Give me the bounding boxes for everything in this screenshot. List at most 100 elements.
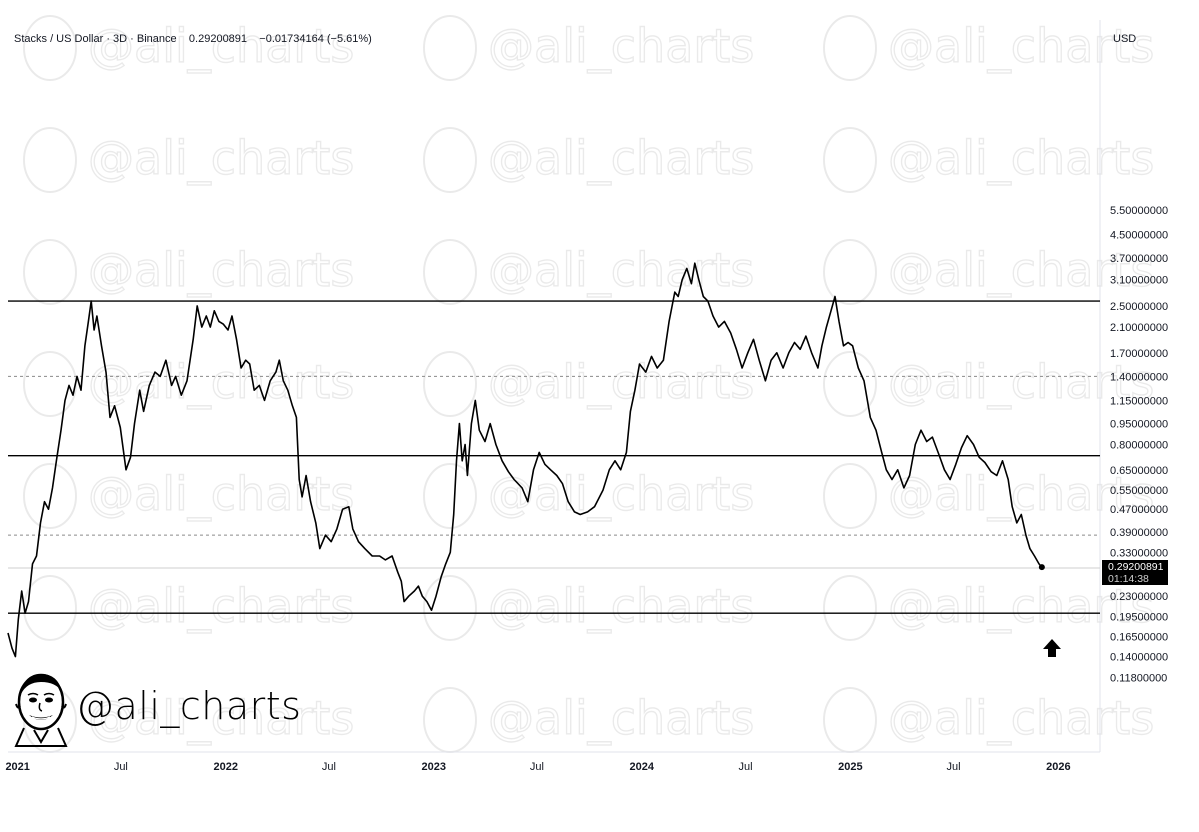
- price-change: −0.01734164 (−5.61%): [259, 33, 372, 45]
- y-tick-label: 0.33000000: [1110, 547, 1168, 559]
- y-tick-label: 1.40000000: [1110, 371, 1168, 383]
- watermark-tile: @ali_charts: [423, 463, 755, 529]
- watermark-tile: @ali_charts: [423, 575, 755, 641]
- watermark-tile: @ali_charts: [823, 239, 1155, 305]
- y-tick-label: 0.39000000: [1110, 527, 1168, 539]
- x-tick-label: 2024: [630, 761, 655, 773]
- y-tick-label: 3.70000000: [1110, 253, 1168, 265]
- x-tick-label: Jul: [530, 761, 544, 773]
- watermark-tile: @ali_charts: [823, 687, 1155, 753]
- watermark-text: @ali_charts: [88, 19, 354, 73]
- x-tick-label: 2023: [422, 761, 446, 773]
- y-tick-label: 0.80000000: [1110, 440, 1168, 452]
- chart-header: Stacks / US Dollar · 3D · Binance 0.2920…: [14, 33, 372, 45]
- x-tick-label: Jul: [322, 761, 336, 773]
- y-tick-label: 0.19500000: [1110, 611, 1168, 623]
- x-tick-label: Jul: [738, 761, 752, 773]
- x-tick-label: Jul: [114, 761, 128, 773]
- watermark-text: @ali_charts: [88, 467, 354, 521]
- watermark-tile: @ali_charts: [23, 239, 355, 305]
- x-tick-label: 2022: [213, 761, 237, 773]
- price-tag-value: 0.29200891: [1108, 561, 1164, 573]
- watermark-text: @ali_charts: [888, 579, 1154, 633]
- watermark-tile: @ali_charts: [23, 575, 355, 641]
- price-line: [7, 262, 1043, 658]
- header-gap: [250, 33, 256, 45]
- x-tick-label: 2021: [5, 761, 29, 773]
- watermark-text: @ali_charts: [488, 579, 754, 633]
- horizontal-levels: [8, 300, 1100, 614]
- header-gap: [180, 33, 186, 45]
- currency-label[interactable]: USD: [1113, 33, 1137, 45]
- watermark-text: @ali_charts: [888, 467, 1154, 521]
- watermark-text: @ali_charts: [88, 243, 354, 297]
- watermark-text: @ali_charts: [888, 131, 1154, 185]
- watermark-text: @ali_charts: [488, 467, 754, 521]
- watermark-text: @ali_charts: [88, 131, 354, 185]
- y-axis[interactable]: 5.50000000 4.50000000 3.70000000 3.10000000…: [1110, 205, 1168, 685]
- watermark-tile: @ali_charts: [23, 127, 355, 193]
- y-tick-label: 0.23000000: [1110, 591, 1168, 603]
- watermark-text: @ali_charts: [488, 19, 754, 73]
- watermark-tile: @ali_charts: [23, 351, 355, 417]
- avatar-logo-icon: [14, 673, 68, 747]
- watermark-tile: @ali_charts: [23, 687, 355, 753]
- watermark-text: @ali_charts: [888, 355, 1154, 409]
- y-tick-label: 4.50000000: [1110, 229, 1168, 241]
- watermark-text: @ali_charts: [488, 355, 754, 409]
- watermark-text: @ali_charts: [888, 691, 1154, 745]
- watermark-text: @ali_charts: [888, 19, 1154, 73]
- header-sep-icon: ·: [130, 33, 137, 45]
- x-tick-label: 2026: [1046, 761, 1070, 773]
- x-tick-label: 2025: [838, 761, 862, 773]
- y-tick-label: 1.15000000: [1110, 395, 1168, 407]
- y-tick-label: 0.95000000: [1110, 419, 1168, 431]
- y-tick-label: 0.11800000: [1110, 672, 1167, 684]
- watermark-text: @ali_charts: [488, 691, 754, 745]
- brand-handle: @ali_charts: [76, 684, 302, 728]
- price-tag-countdown: 01:14:38: [1108, 573, 1149, 585]
- watermark-tile: @ali_charts: [423, 351, 755, 417]
- watermark-tile: @ali_charts: [23, 463, 355, 529]
- y-tick-label: 2.10000000: [1110, 322, 1168, 334]
- y-tick-label: 0.16500000: [1110, 632, 1168, 644]
- watermark-text: @ali_charts: [88, 579, 354, 633]
- watermark-tile: @ali_charts: [823, 127, 1155, 193]
- watermark-tile: @ali_charts: [823, 351, 1155, 417]
- watermark-text: @ali_charts: [88, 355, 354, 409]
- watermark-tile: @ali_charts: [423, 687, 755, 753]
- watermark-tile: @ali_charts: [23, 15, 355, 81]
- y-tick-label: 1.70000000: [1110, 348, 1168, 360]
- y-tick-label: 5.50000000: [1110, 205, 1168, 217]
- y-tick-label: 0.14000000: [1110, 652, 1168, 664]
- watermark-tile: @ali_charts: [823, 463, 1155, 529]
- symbol-name[interactable]: Stacks / US Dollar: [14, 33, 104, 45]
- watermark-tile: @ali_charts: [823, 15, 1155, 81]
- last-price-marker: [1038, 564, 1045, 571]
- watermark-text: @ali_charts: [488, 243, 754, 297]
- interval-label[interactable]: 3D: [113, 33, 128, 45]
- y-tick-label: 3.10000000: [1110, 275, 1168, 287]
- watermark-text: @ali_charts: [88, 691, 354, 745]
- y-tick-label: 0.55000000: [1110, 485, 1168, 497]
- watermark-tile: @ali_charts: [423, 127, 755, 193]
- watermark-tile: @ali_charts: [423, 239, 755, 305]
- up-arrow-icon: [1043, 639, 1061, 657]
- watermark-tile: @ali_charts: [823, 575, 1155, 641]
- current-price-tag: 0.29200891 01:14:38: [1102, 560, 1168, 585]
- header-sep-icon: ·: [106, 33, 114, 45]
- price-series: [7, 262, 1045, 658]
- y-tick-label: 2.50000000: [1110, 301, 1168, 313]
- watermark-tile: @ali_charts: [423, 15, 755, 81]
- x-axis[interactable]: 2021 Jul 2022 Jul 2023 Jul 2024 Jul 2025 Jul 2026: [5, 761, 1070, 773]
- watermark-text: @ali_charts: [488, 131, 754, 185]
- last-price: 0.29200891: [188, 33, 248, 45]
- exchange-label: Binance: [136, 33, 177, 45]
- y-tick-label: 0.65000000: [1110, 465, 1168, 477]
- watermark-text: @ali_charts: [888, 243, 1154, 297]
- watermark-tiles: @ali_charts @ali_charts @ali_charts@ali_ch…: [23, 15, 1155, 753]
- annotations: [1043, 639, 1061, 657]
- y-tick-label: 0.47000000: [1110, 504, 1168, 516]
- x-tick-label: Jul: [946, 761, 960, 773]
